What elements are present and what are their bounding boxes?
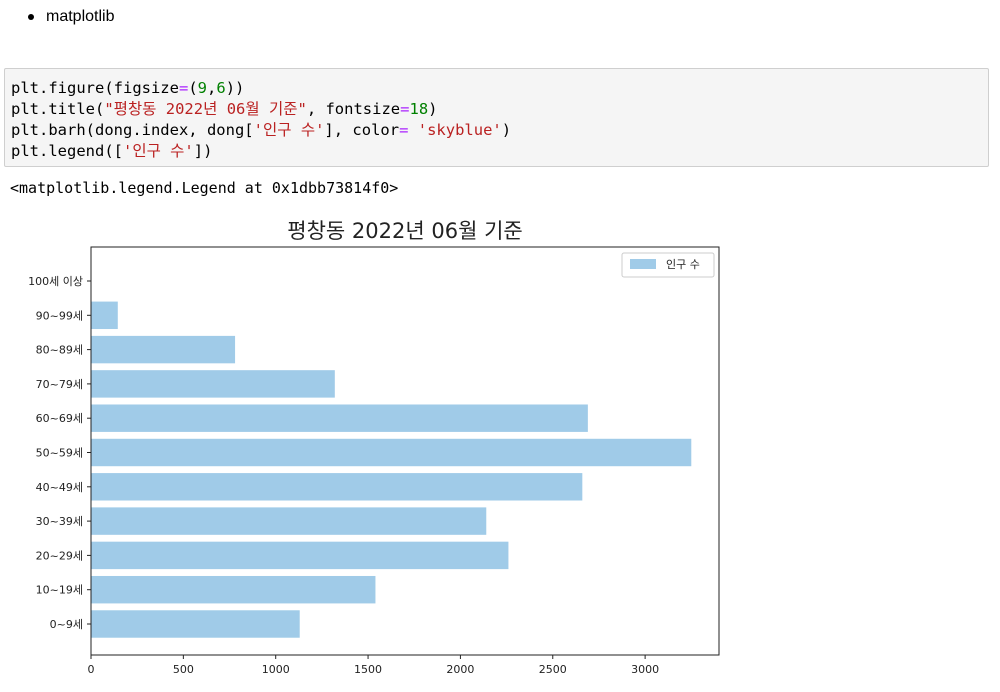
y-tick-label: 80~89세 — [36, 344, 83, 357]
bar — [91, 301, 118, 330]
code-line-1: plt.figure(figsize=(9,6)) — [11, 79, 245, 97]
y-tick-label: 70~79세 — [36, 378, 83, 391]
x-tick-label: 1000 — [262, 663, 290, 676]
bar — [91, 541, 509, 570]
code-line-4: plt.legend(['인구 수']) — [11, 142, 213, 160]
y-tick-label: 20~29세 — [36, 549, 83, 562]
bullet-text: matplotlib — [46, 8, 115, 25]
code-line-2: plt.title("평창동 2022년 06월 기준", fontsize=1… — [11, 100, 438, 118]
bar — [91, 507, 487, 535]
x-tick-label: 2000 — [446, 663, 474, 676]
bar — [91, 370, 335, 398]
chart-title: 평창동 2022년 06월 기준 — [287, 219, 522, 243]
code-cell[interactable]: plt.figure(figsize=(9,6)) plt.title("평창동… — [4, 68, 989, 167]
legend-swatch — [630, 259, 656, 269]
plot-frame — [90, 246, 720, 656]
x-tick-label: 500 — [173, 663, 194, 676]
output-text: <matplotlib.legend.Legend at 0x1dbb73814… — [10, 179, 399, 197]
y-tick-label: 40~49세 — [36, 481, 83, 494]
bar — [91, 404, 588, 432]
bar — [91, 610, 300, 638]
legend: 인구 수 — [621, 252, 715, 278]
y-tick-label: 60~69세 — [36, 412, 83, 425]
y-tick-label: 0~9세 — [50, 618, 83, 631]
code-line-3: plt.barh(dong.index, dong['인구 수'], color… — [11, 121, 512, 139]
legend-label: 인구 수 — [666, 258, 700, 271]
bar — [91, 335, 236, 364]
y-tick-label: 90~99세 — [36, 309, 83, 322]
y-tick-label: 50~59세 — [36, 447, 83, 460]
markdown-bullet: matplotlib — [28, 8, 114, 26]
y-tick-label: 30~39세 — [36, 515, 83, 528]
y-tick-label: 100세 이상 — [28, 275, 83, 288]
x-tick-label: 1500 — [354, 663, 382, 676]
bullet-dot-icon — [28, 14, 34, 20]
bar — [91, 575, 376, 604]
y-tick-label: 10~19세 — [36, 584, 83, 597]
bar — [91, 473, 583, 501]
x-tick-label: 0 — [88, 663, 95, 676]
bar — [91, 438, 692, 467]
x-tick-label: 2500 — [539, 663, 567, 676]
bar-chart: 평창동 2022년 06월 기준 0~9세 10~19세 20~29세 30~39세 4… — [28, 219, 720, 676]
x-tick-label: 3000 — [631, 663, 659, 676]
